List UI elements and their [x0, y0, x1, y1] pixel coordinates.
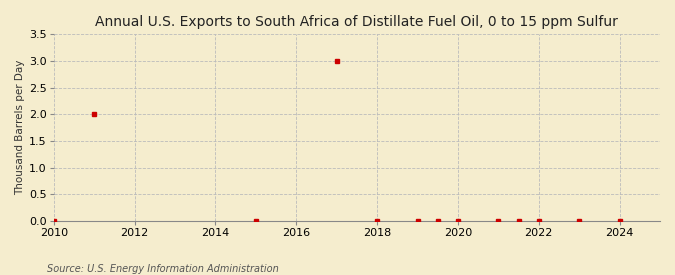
Y-axis label: Thousand Barrels per Day: Thousand Barrels per Day: [15, 60, 25, 195]
Title: Annual U.S. Exports to South Africa of Distillate Fuel Oil, 0 to 15 ppm Sulfur: Annual U.S. Exports to South Africa of D…: [95, 15, 618, 29]
Text: Source: U.S. Energy Information Administration: Source: U.S. Energy Information Administ…: [47, 264, 279, 274]
